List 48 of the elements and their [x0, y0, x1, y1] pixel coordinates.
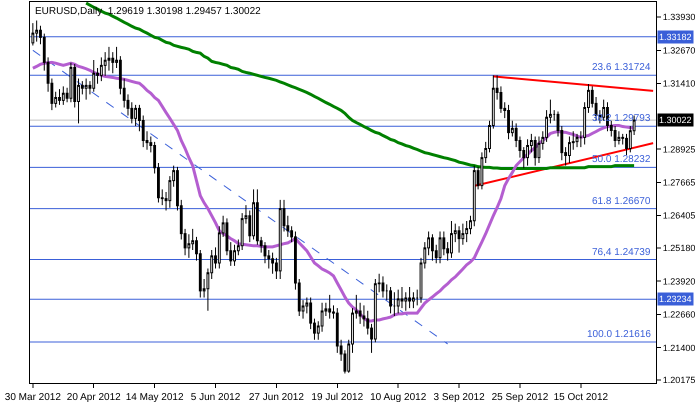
- y-tick-label: 1.31410: [662, 78, 696, 89]
- candlestick: [62, 86, 65, 106]
- y-tick-label: 1.20175: [662, 375, 696, 386]
- ref-line-label: 61.8 1.26670: [592, 196, 651, 207]
- x-tick-label: 15 Oct 2012: [554, 392, 609, 402]
- y-tick-label: 1.22660: [662, 310, 696, 320]
- candlestick: [576, 133, 578, 148]
- y-tick-label: 1.26405: [662, 210, 696, 221]
- candlestick: [382, 276, 384, 298]
- ref-line-label: 23.6 1.31724: [592, 62, 651, 73]
- x-tick-label: 3 Sep 2012: [433, 392, 486, 402]
- candlestick: [438, 231, 442, 264]
- candlestick: [450, 220, 453, 258]
- candlestick: [431, 234, 434, 262]
- candlestick: [534, 136, 537, 166]
- ref-line-label: 1.23234: [659, 294, 692, 304]
- chart-title: EURUSD,Daily 1.29619 1.30198 1.29457 1.30022: [35, 6, 262, 17]
- y-tick-label: 1.33930: [662, 12, 696, 22]
- ref-line-label: 100.0 1.21616: [587, 329, 652, 340]
- x-tick-label: 5 Jun 2012: [190, 392, 241, 402]
- ref-line-label: 76,4 1.24739: [592, 247, 651, 258]
- candlestick: [84, 78, 88, 100]
- x-tick-label: 20 Apr 2012: [66, 392, 122, 402]
- candlestick: [278, 199, 282, 280]
- y-tick-label: 1.21400: [662, 342, 696, 353]
- ref-line-label: 50.0 1.28232: [592, 154, 651, 165]
- x-tick-label: 30 Mar 2012: [4, 392, 62, 402]
- x-tick-label: 27 Jun 2012: [248, 392, 304, 402]
- candlestick: [58, 88, 61, 106]
- y-tick-label: 1.32670: [662, 45, 696, 56]
- y-tick-label: 1.25180: [662, 243, 696, 254]
- candlestick: [389, 286, 392, 314]
- candlestick: [35, 20, 38, 42]
- x-tick-label: 14 May 2012: [126, 392, 184, 402]
- ref-line-label: 1.33182: [659, 32, 692, 42]
- ref-line-label: 1.30022: [659, 115, 692, 125]
- x-tick-label: 10 Aug 2012: [370, 392, 427, 402]
- candlestick: [408, 286, 412, 309]
- candlestick: [92, 60, 96, 92]
- candlestick: [507, 104, 510, 140]
- y-tick-label: 1.23920: [662, 276, 696, 286]
- y-tick-label: 1.28925: [662, 144, 696, 154]
- x-tick-label: 25 Sep 2012: [492, 392, 549, 402]
- candlestick: [328, 294, 332, 320]
- candlestick: [396, 289, 400, 314]
- y-tick-label: 1.27665: [662, 177, 696, 188]
- x-tick-label: 19 Jul 2012: [311, 392, 364, 402]
- candlestick: [458, 226, 460, 254]
